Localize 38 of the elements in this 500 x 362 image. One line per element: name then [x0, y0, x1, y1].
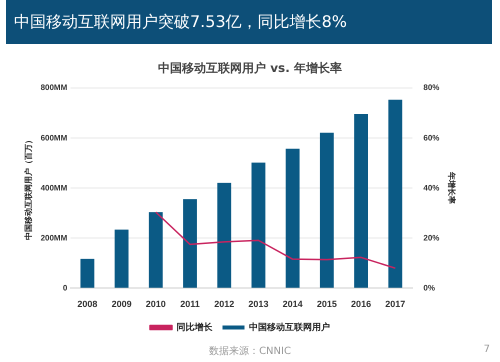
chart-subtitle: 中国移动互联网用户 vs. 年增长率	[157, 60, 343, 77]
bar	[388, 100, 402, 288]
text: 7	[484, 344, 490, 355]
y-tick-label: 800MM	[40, 83, 68, 92]
y-tick-label: 400MM	[40, 183, 68, 192]
bar	[354, 114, 368, 288]
x-tick-label: 2014	[282, 299, 303, 310]
y-tick-label: 600MM	[40, 133, 68, 142]
bar	[217, 182, 232, 288]
x-tick-label: 2012	[214, 299, 234, 310]
bar	[252, 162, 266, 288]
x-tick-label: 2016	[351, 299, 372, 310]
y2-tick-label: 60%	[423, 133, 440, 142]
y-axis-title: 中国移动互联网用户（百万）	[24, 136, 34, 240]
bar	[320, 132, 334, 288]
bar	[286, 148, 300, 288]
y-tick-label: 0	[62, 283, 68, 292]
legend-label: 中国移动互联网用户	[249, 322, 330, 332]
x-tick-label: 2013	[248, 299, 268, 310]
bar	[148, 212, 163, 288]
legend-label: 同比增长	[176, 322, 214, 332]
x-tick-label: 2015	[316, 299, 337, 310]
bar	[114, 230, 129, 288]
y-tick-label: 200MM	[40, 233, 68, 242]
y2-tick-label: 0%	[423, 283, 435, 292]
x-tick-label: 2017	[385, 299, 406, 310]
source-note: 数据来源：CNNIC	[209, 346, 291, 357]
y2-axis-title: 年增长率	[446, 171, 457, 204]
y2-tick-label: 20%	[423, 233, 440, 242]
bar	[183, 199, 197, 288]
x-tick-label: 2008	[77, 299, 98, 310]
y2-tick-label: 40%	[423, 183, 440, 192]
chart-title: 中国移动互联网用户突破7.53亿，同比增长8%	[6, 0, 492, 44]
x-tick-label: 2009	[112, 299, 132, 310]
x-tick-label: 2011	[180, 299, 200, 310]
y2-tick-label: 80%	[423, 83, 440, 92]
x-tick-label: 2010	[146, 299, 166, 310]
bar	[80, 258, 94, 288]
